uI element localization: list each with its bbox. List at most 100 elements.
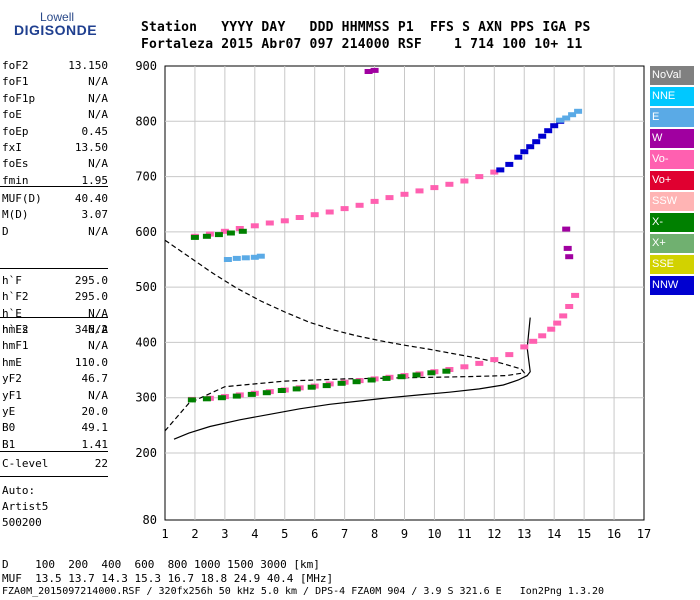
echo-point (322, 383, 331, 389)
echo-point (187, 397, 196, 403)
legend-item-nne: NNE (650, 87, 694, 106)
x-tick-label: 10 (427, 527, 441, 541)
x-tick-label: 15 (577, 527, 591, 541)
echo-point (241, 255, 250, 261)
echo-point (265, 220, 274, 226)
param-label: yE (2, 405, 16, 418)
echo-point (190, 234, 199, 240)
echo-point (295, 215, 304, 220)
y-tick-label: 300 (135, 391, 157, 405)
echo-point (574, 108, 583, 114)
param-value: 1.95 (81, 173, 109, 187)
echo-point (490, 357, 499, 363)
echo-point (232, 393, 241, 399)
y-tick-label: 400 (135, 335, 157, 349)
logo-lowell: Lowell (40, 10, 75, 24)
legend-item-sse: SSE (650, 255, 694, 274)
param-value: 22 (94, 457, 108, 470)
echo-point (226, 230, 235, 236)
autoscale-label: Auto: (2, 484, 36, 497)
echo-point (277, 388, 286, 393)
echo-point (562, 226, 571, 232)
echo-point (247, 391, 256, 397)
echo-point (520, 149, 529, 155)
footer-distance-row: D 100 200 400 600 800 1000 1500 3000 [km… (2, 558, 320, 571)
param-row: h`F2 295.0 (2, 290, 108, 306)
echo-point (382, 375, 391, 381)
param-row: yE 20.0 (2, 405, 108, 421)
y-tick-label: 700 (135, 170, 157, 184)
x-tick-label: 7 (341, 527, 348, 541)
y-tick-label: 500 (135, 280, 157, 294)
echo-point (460, 178, 469, 184)
echo-point (385, 195, 394, 201)
echo-point (563, 245, 572, 251)
param-label: foF2 (2, 59, 29, 72)
param-label: B1 (2, 437, 16, 451)
param-label: foEs (2, 157, 29, 171)
param-label: h`F (2, 274, 22, 287)
legend-item-e: E (650, 108, 694, 127)
echo-point (505, 161, 514, 167)
echo-point (337, 380, 346, 386)
echo-point (427, 370, 436, 376)
echo-point (262, 390, 271, 396)
param-label: M(D) (2, 208, 29, 222)
param-row: hmF1 N/A (2, 339, 108, 355)
legend-item-x-: X+ (650, 234, 694, 253)
param-separator (0, 476, 108, 477)
echo-point (340, 206, 349, 212)
x-tick-label: 9 (401, 527, 408, 541)
echo-point (202, 233, 211, 239)
param-row: hmF2 346.2 (2, 323, 108, 339)
echo-point (232, 255, 241, 261)
param-separator (0, 186, 108, 187)
echo-point (250, 223, 259, 229)
param-label: h`E (2, 306, 22, 320)
param-value: N/A (88, 339, 108, 353)
legend-item-w: W (650, 129, 694, 148)
echo-point (367, 377, 376, 383)
param-label: D (2, 224, 9, 238)
logo-digisonde: DIGISONDE (14, 22, 98, 38)
param-label: yF2 (2, 372, 22, 386)
param-row: yF1 N/A (2, 389, 108, 405)
param-label: foF1p (2, 91, 36, 105)
echo-point (256, 253, 265, 259)
param-value: 49.1 (81, 421, 109, 435)
param-row: D N/A (2, 225, 108, 241)
legend-item-x-: X- (650, 213, 694, 232)
param-value: 13.150 (68, 59, 108, 72)
echo-point (490, 169, 499, 175)
echo-point (475, 174, 484, 180)
param-row: yF2 46.7 (2, 372, 108, 388)
param-row: foEs N/A (2, 157, 108, 173)
echo-point (292, 386, 301, 392)
echo-point (202, 396, 211, 402)
echo-point (370, 67, 379, 73)
echo-point (250, 254, 259, 260)
echo-point (430, 185, 439, 191)
echo-point (220, 228, 229, 234)
x-tick-label: 2 (191, 527, 198, 541)
echo-point (505, 352, 514, 358)
echo-point (556, 117, 565, 123)
echo-point (280, 218, 289, 224)
echo-point (238, 228, 247, 234)
echo-point (550, 123, 559, 129)
param-row: foF1 N/A (2, 75, 108, 91)
param-row: h`F 295.0 (2, 274, 108, 290)
param-value: 46.7 (81, 372, 109, 386)
param-value: 20.0 (81, 405, 109, 418)
echo-point (565, 254, 574, 260)
param-row: foF2 13.150 (2, 59, 108, 75)
echo-point (307, 384, 316, 390)
param-label: hmF2 (2, 323, 29, 336)
x-tick-label: 3 (221, 527, 228, 541)
footer-muf-row: MUF 13.5 13.7 14.3 15.3 16.7 18.8 24.9 4… (2, 572, 334, 585)
x-tick-label: 12 (487, 527, 501, 541)
param-value: N/A (88, 323, 108, 337)
param-label: h`Es (2, 323, 29, 337)
param-value: 346.2 (74, 323, 108, 336)
